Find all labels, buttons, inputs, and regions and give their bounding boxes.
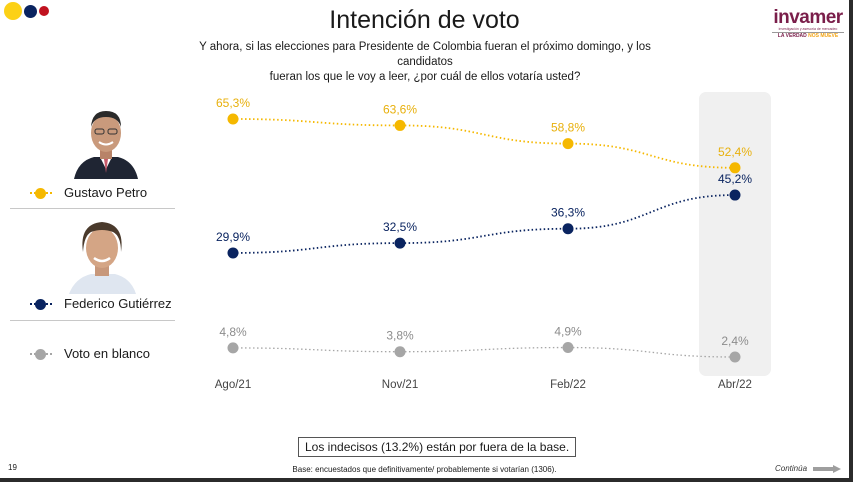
data-label-gustavo-petro: 63,6% [383,102,417,116]
legend-label-gutierrez: Federico Gutiérrez [64,296,172,311]
logo-tagline: investigación y asesoría de mercadeo [778,27,838,31]
legend-marker-gutierrez [30,298,52,310]
series-line-federico-gutierrez [232,194,736,254]
data-label-federico-gutierrez: 29,9% [216,230,250,244]
decor-dot-red [39,6,49,16]
legend-item-voto-en-blanco: Voto en blanco [30,346,150,361]
data-label-voto-en-blanco: 3,8% [386,329,414,343]
continue-label: Continúa [775,464,808,473]
data-point-voto-en-blanco [729,351,741,363]
logo-brand: invamer [773,7,843,28]
data-point-gustavo-petro [394,119,406,131]
x-tick-label: Ago/21 [215,379,251,391]
legend-marker-petro [30,187,52,199]
data-point-federico-gutierrez [227,247,239,259]
x-tick-label: Abr/22 [718,379,752,391]
undecided-note: Los indecisos (13.2%) están por fuera de… [298,437,577,457]
data-label-gustavo-petro: 65,3% [216,96,250,110]
data-point-gustavo-petro [227,113,239,125]
legend-item-federico-gutierrez: Federico Gutiérrez [30,296,172,311]
legend-label-petro: Gustavo Petro [64,185,148,200]
line-chart: 65,3% 63,6% 58,8% 52,4% 29,9% 32,5% 36,3% 45,2%… [215,92,771,391]
data-label-gustavo-petro: 52,4% [718,145,752,159]
data-point-federico-gutierrez [394,237,406,249]
data-point-voto-en-blanco [394,346,406,358]
series-line-voto-en-blanco [232,346,736,358]
x-tick-label: Nov/21 [382,379,418,391]
legend-divider [10,320,175,321]
data-point-voto-en-blanco [562,342,574,354]
data-point-federico-gutierrez [729,189,741,201]
data-point-federico-gutierrez [562,223,574,235]
data-label-federico-gutierrez: 36,3% [551,206,585,220]
data-label-voto-en-blanco: 4,9% [554,325,582,339]
logo-slogan: LA VERDAD NOS MUEVE [772,32,844,40]
highlight-band [699,92,771,376]
photo-federico-gutierrez [65,214,140,294]
arrow-right-icon [813,464,842,473]
invamer-logo: invamer investigación y asesoría de merc… [772,8,844,40]
series-line-gustavo-petro [232,118,736,169]
question-text: Y ahora, si las elecciones para Presiden… [170,40,680,85]
base-text: Base: encuestados que definitivamente/ p… [292,465,557,474]
photo-gustavo-petro [72,103,140,179]
logo-slogan-part2: NOS MUEVE [808,33,839,39]
question-line-2: fueran los que le voy a leer, ¿por cuál … [269,71,581,83]
data-point-gustavo-petro [562,138,574,150]
legend-marker-blanco [30,348,52,360]
data-label-federico-gutierrez: 45,2% [718,172,752,186]
decor-dot-yellow [4,2,22,20]
question-line-1: Y ahora, si las elecciones para Presiden… [199,41,651,68]
page-number: 19 [8,463,17,472]
data-label-federico-gutierrez: 32,5% [383,220,417,234]
decor-dot-blue [24,5,37,18]
legend-item-gustavo-petro: Gustavo Petro [30,185,147,200]
data-label-gustavo-petro: 58,8% [551,121,585,135]
page-title: Intención de voto [329,6,520,34]
legend-divider [10,208,175,209]
data-point-gustavo-petro [729,162,741,174]
portrait-icon [72,103,140,179]
continue-link[interactable]: Continúa [775,464,842,473]
data-label-voto-en-blanco: 2,4% [721,334,749,348]
x-tick-label: Feb/22 [550,379,586,391]
portrait-icon [65,214,140,294]
logo-slogan-part1: LA VERDAD [777,33,807,39]
data-label-voto-en-blanco: 4,8% [219,325,247,339]
legend-label-blanco: Voto en blanco [64,346,151,361]
data-point-voto-en-blanco [227,342,239,354]
